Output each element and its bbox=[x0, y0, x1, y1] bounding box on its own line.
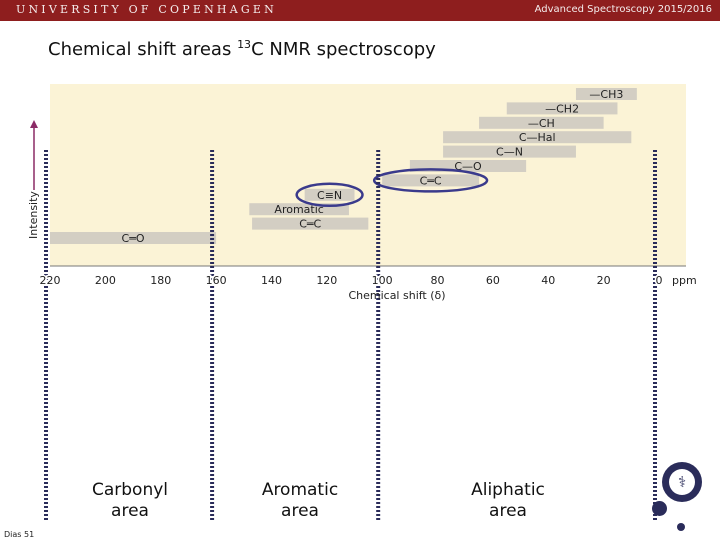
y-axis-label: Intensity bbox=[27, 191, 40, 239]
logo-dot-icon bbox=[652, 501, 667, 516]
range-label: C—N bbox=[496, 146, 523, 159]
x-tick-label: 20 bbox=[597, 274, 611, 287]
range-bar bbox=[506, 102, 618, 115]
range-bar bbox=[575, 88, 637, 100]
slide-number: Dias 51 bbox=[4, 530, 35, 539]
x-tick-label: 0 bbox=[656, 274, 663, 287]
title-prefix: Chemical shift areas bbox=[48, 39, 238, 60]
page-title: Chemical shift areas 13C NMR spectroscop… bbox=[48, 38, 436, 60]
x-tick-label: 40 bbox=[541, 274, 555, 287]
aromatic-label-line1: Aromatic bbox=[261, 480, 339, 500]
university-name: UNIVERSITY OF COPENHAGEN bbox=[16, 3, 277, 16]
logo-dot-small-icon bbox=[677, 523, 685, 531]
aromatic-area-label: Aromatic area bbox=[240, 480, 360, 522]
highlight-ellipse bbox=[295, 182, 364, 208]
aromatic-label-line2: area bbox=[281, 501, 319, 521]
carbonyl-label-line1: Carbonyl bbox=[91, 480, 169, 500]
range-bar bbox=[479, 116, 604, 129]
x-tick-label: 200 bbox=[95, 274, 116, 287]
aliphatic-area-label: Aliphatic area bbox=[448, 480, 568, 522]
university-seal-logo: ⚕ bbox=[662, 462, 702, 502]
range-bar bbox=[443, 145, 576, 158]
range-bar bbox=[443, 131, 632, 144]
header-bar: UNIVERSITY OF COPENHAGEN Advanced Spectr… bbox=[0, 0, 720, 21]
range-label: —CH3 bbox=[589, 88, 623, 101]
course-title: Advanced Spectroscopy 2015/2016 bbox=[534, 4, 712, 15]
range-label: —CH2 bbox=[545, 102, 579, 115]
range-label: C═C bbox=[299, 218, 321, 231]
aliphatic-label-line2: area bbox=[489, 501, 527, 521]
seal-emblem-icon: ⚕ bbox=[669, 469, 695, 495]
x-tick-label: 180 bbox=[150, 274, 171, 287]
title-suffix: C NMR spectroscopy bbox=[251, 39, 436, 60]
x-axis-label: Chemical shift (δ) bbox=[348, 289, 445, 302]
range-label: C—O bbox=[454, 160, 482, 173]
carbonyl-area-label: Carbonyl area bbox=[70, 480, 190, 522]
x-tick-label: 140 bbox=[261, 274, 282, 287]
x-tick-label: 80 bbox=[431, 274, 445, 287]
range-label: —CH bbox=[528, 117, 555, 130]
x-axis-unit: ppm bbox=[672, 274, 697, 287]
range-label: C═O bbox=[122, 232, 145, 245]
carbonyl-label-line2: area bbox=[111, 501, 149, 521]
range-label: C≡N bbox=[317, 189, 342, 202]
range-bar bbox=[252, 217, 369, 230]
aliphatic-label-line1: Aliphatic bbox=[471, 480, 545, 500]
range-bar bbox=[50, 232, 217, 244]
intensity-arrow-head-icon bbox=[30, 120, 38, 128]
range-bar bbox=[304, 188, 355, 201]
title-isotope: 13 bbox=[237, 38, 252, 51]
x-tick-label: 120 bbox=[316, 274, 337, 287]
range-label: Aromatic bbox=[274, 203, 323, 216]
x-tick-label: 220 bbox=[40, 274, 61, 287]
x-tick-label: 100 bbox=[372, 274, 393, 287]
range-label: C═C bbox=[420, 174, 442, 187]
range-bar bbox=[382, 174, 480, 187]
x-tick-label: 60 bbox=[486, 274, 500, 287]
x-tick-label: 160 bbox=[206, 274, 227, 287]
range-label: C—Hal bbox=[519, 131, 556, 144]
highlight-ellipse bbox=[372, 168, 489, 193]
